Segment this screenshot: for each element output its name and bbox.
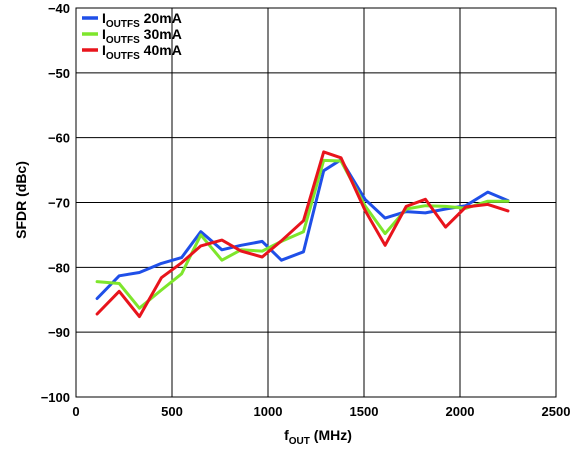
y-tick-label: −50 — [48, 66, 70, 81]
y-tick-label: −80 — [48, 260, 70, 275]
series-line-3 — [95, 150, 510, 319]
x-tick-label: 1500 — [350, 404, 379, 419]
x-axis-title: fOUT (MHz) — [284, 427, 352, 447]
series-line-1 — [95, 158, 510, 300]
legend-label: IOUTFS 30mA — [102, 26, 182, 46]
y-tick-label: −70 — [48, 196, 70, 211]
legend-label: IOUTFS 20mA — [102, 10, 182, 30]
x-tick-label: 2500 — [542, 404, 571, 419]
y-tick-label: −60 — [48, 131, 70, 146]
x-tick-label: 2000 — [446, 404, 475, 419]
x-tick-label: 500 — [161, 404, 183, 419]
y-tick-label: −100 — [41, 390, 70, 405]
y-axis-title: SFDR (dBc) — [13, 161, 29, 239]
plot-frame — [75, 7, 557, 398]
y-tick-label: −90 — [48, 325, 70, 340]
x-tick-label: 1000 — [254, 404, 283, 419]
y-tick-label: −40 — [48, 1, 70, 16]
x-tick-label: 0 — [72, 404, 79, 419]
legend-label: IOUTFS 40mA — [102, 42, 182, 62]
y-tick-labels: −40 −50 −60 −70 −80 −90 −100 — [41, 1, 70, 405]
series-layer — [95, 150, 510, 319]
x-tick-labels: 0 500 1000 1500 2000 2500 — [72, 404, 570, 419]
series-line-2 — [95, 158, 510, 310]
